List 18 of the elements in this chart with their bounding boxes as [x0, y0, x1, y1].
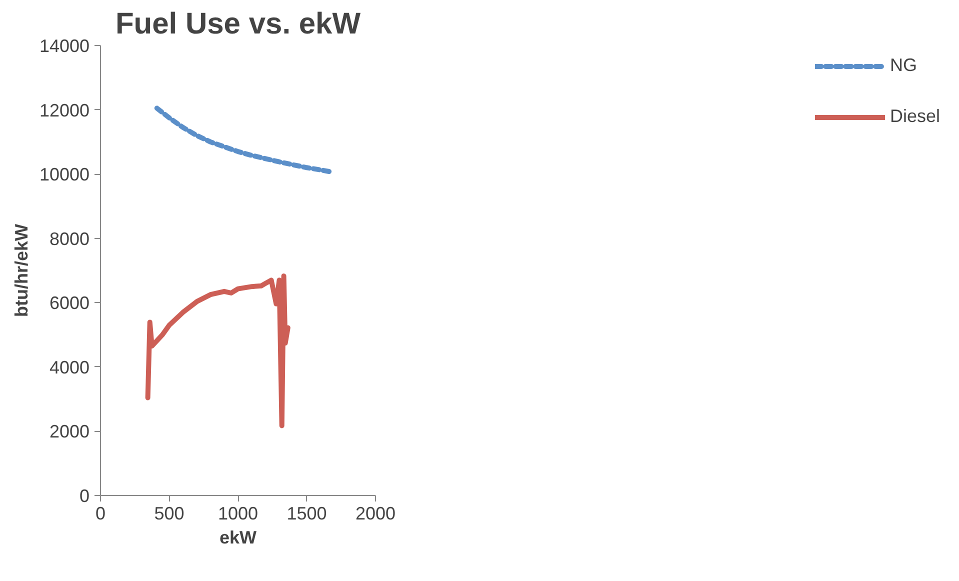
y-tick-label: 2000 [49, 422, 90, 442]
y-axis-title: btu/hr/ekW [11, 224, 32, 317]
y-tick-label: 14000 [39, 36, 90, 56]
chart-title: Fuel Use vs. ekW [115, 8, 362, 40]
y-tick-label: 12000 [39, 100, 90, 120]
y-tick-label: 6000 [49, 293, 90, 314]
x-tick-label: 500 [154, 504, 184, 524]
x-tick-label: 2000 [355, 504, 396, 524]
y-tick-label: 10000 [39, 164, 90, 185]
x-tick-label: 1500 [286, 504, 327, 524]
x-tick-label: 1000 [218, 504, 258, 524]
x-tick-label: 0 [95, 504, 106, 524]
y-tick-label: 4000 [49, 357, 90, 378]
legend-label: Diesel [890, 106, 940, 127]
x-axis-title: ekW [219, 528, 257, 548]
y-tick-label: 0 [79, 486, 90, 506]
legend-label: NG [890, 55, 917, 76]
y-tick-label: 8000 [49, 228, 90, 249]
